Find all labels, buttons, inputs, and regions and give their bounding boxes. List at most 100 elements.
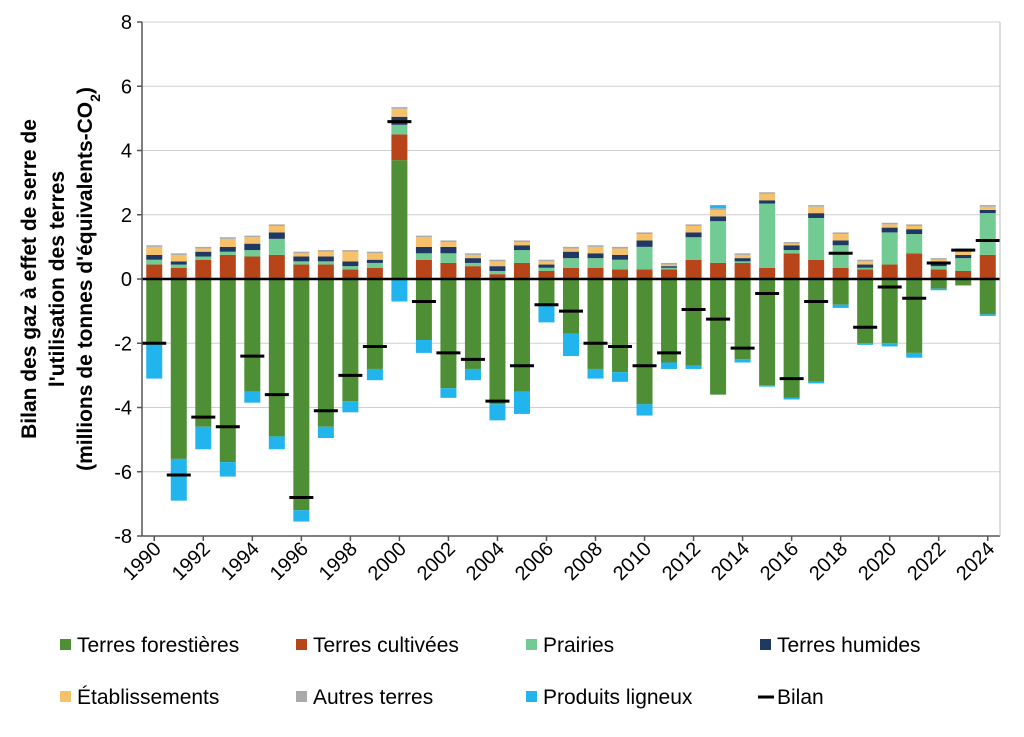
bar-segment-grass: [734, 261, 751, 263]
bar-segment-other: [612, 246, 629, 249]
bar-segment-forest: [661, 279, 678, 363]
bar-segment-crop: [464, 266, 481, 279]
bar-segment-crop: [415, 259, 432, 279]
y-tick-label: 2: [121, 205, 132, 227]
bar-segment-grass: [317, 261, 334, 265]
bar-segment-wood: [170, 458, 187, 501]
bar-segment-crop: [170, 267, 187, 279]
legend-label-crop: Terres cultivées: [313, 634, 459, 657]
x-tick-label: 2020: [854, 538, 901, 585]
bar-segment-settle: [219, 238, 236, 247]
bar-segment-grass: [906, 234, 923, 254]
y-axis-title: Bilan des gaz à effet de serre de l'utili…: [18, 87, 103, 471]
bar-segment-settle: [464, 254, 481, 259]
bar-segment-wood: [832, 304, 849, 308]
bar-segment-settle: [342, 251, 359, 262]
bar-segment-forest: [685, 279, 702, 366]
bar-segment-grass: [783, 250, 800, 254]
bar-segment-other: [783, 242, 800, 244]
bar-segment-other: [464, 253, 481, 255]
bars: [146, 107, 996, 522]
bar-segment-other: [268, 224, 285, 226]
bar-segment-forest: [759, 279, 776, 386]
bar-segment-grass: [391, 124, 408, 135]
bar-segment-other: [440, 240, 457, 243]
bar-segment-forest: [881, 279, 898, 344]
y-tick-label: -4: [114, 398, 132, 420]
bar-segment-other: [170, 253, 187, 255]
bar-segment-other: [513, 240, 530, 243]
bar-segment-settle: [244, 237, 261, 244]
bar-segment-crop: [489, 274, 506, 279]
bar-segment-crop: [955, 270, 972, 279]
bar-segment-wood: [783, 397, 800, 400]
bar-segment-grass: [661, 267, 678, 270]
bar-segment-wet: [146, 254, 163, 260]
bar-segment-forest: [832, 279, 849, 305]
bar-segment-wet: [857, 264, 874, 268]
bar-segment-wood: [464, 368, 481, 381]
bar-segment-wet: [440, 246, 457, 254]
bar-segment-wood: [808, 381, 825, 384]
bar-segment-wood: [538, 304, 555, 323]
bar-segment-grass: [146, 259, 163, 265]
bar-segment-grass: [979, 213, 996, 255]
bar-segment-grass: [195, 256, 212, 260]
bar-segment-other: [538, 259, 555, 262]
bar-segment-wood: [587, 368, 604, 379]
x-tick-label: 2016: [756, 538, 803, 585]
bar-segment-forest: [513, 279, 530, 392]
bar-segment-other: [930, 258, 947, 260]
bar-segment-wood: [759, 385, 776, 387]
bar-segment-crop: [808, 259, 825, 279]
bar-segment-settle: [832, 234, 849, 241]
bar-segment-grass: [464, 262, 481, 267]
bar-segment-other: [415, 235, 432, 238]
bar-segment-other: [906, 224, 923, 226]
legend: Terres forestières Terres cultivées Prairi…: [60, 634, 921, 709]
x-tick-label: 1996: [266, 538, 313, 585]
bar-segment-grass: [366, 262, 383, 268]
bar-segment-wet: [366, 259, 383, 263]
bar-segment-wood: [268, 436, 285, 450]
bar-segment-wood: [710, 205, 727, 209]
x-tick-label: 2024: [952, 538, 999, 585]
bar-segment-wet: [489, 266, 506, 271]
x-tick-label: 2004: [462, 538, 509, 585]
bar-segment-grass: [244, 250, 261, 257]
bar-segment-wood: [636, 404, 653, 416]
bar-segment-settle: [685, 225, 702, 233]
x-tick-label: 2010: [609, 538, 656, 585]
legend-swatch-grass: [526, 639, 537, 650]
bar-segment-other: [146, 245, 163, 247]
bar-segment-other: [563, 246, 579, 249]
y-axis-title-line: l'utilisation des terres: [46, 171, 69, 387]
bar-segment-forest: [440, 279, 457, 389]
bar-segment-settle: [268, 225, 285, 233]
bar-segment-crop: [661, 269, 678, 279]
bar-segment-wet: [906, 229, 923, 235]
bar-segment-forest: [293, 279, 310, 511]
legend-swatch-forest: [60, 639, 71, 650]
bar-segment-grass: [440, 253, 457, 263]
legend-label-wood: Produits ligneux: [543, 686, 693, 709]
bar-segment-wood: [317, 426, 334, 439]
bar-segment-settle: [563, 248, 579, 252]
bar-segment-settle: [146, 246, 163, 255]
bar-segment-forest: [489, 279, 506, 405]
bar-segment-settle: [440, 242, 457, 247]
bar-segment-other: [685, 224, 702, 226]
bar-segment-wood: [293, 510, 310, 522]
bar-segment-wet: [734, 258, 751, 262]
bar-segment-wood: [366, 368, 383, 381]
bar-segment-crop: [587, 267, 604, 279]
bar-segment-forest: [979, 279, 996, 315]
bar-segment-crop: [979, 254, 996, 279]
bar-segment-other: [317, 250, 334, 252]
bar-segment-wet: [881, 227, 898, 233]
bar-segment-settle: [317, 251, 334, 257]
bar-segment-other: [808, 205, 825, 207]
bar-segment-grass: [955, 258, 972, 271]
bar-segment-crop: [244, 256, 261, 279]
bar-segment-settle: [415, 237, 432, 247]
